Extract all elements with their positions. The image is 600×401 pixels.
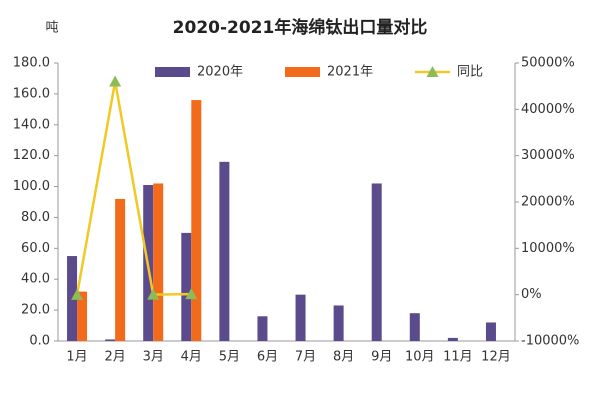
bar [153,183,164,341]
x-tick-label: 7月 [295,350,316,365]
x-tick-label: 2月 [104,350,125,365]
legend-label: 2020年 [197,65,243,80]
bar [447,337,458,341]
y2-tick-label: 20000% [521,195,575,210]
bar [409,313,420,341]
x-tick-label: 10月 [405,350,435,365]
y-tick-label: 180.0 [13,56,50,71]
line [75,81,192,296]
chart-title: 2020-2021年海绵钛出口量对比 [173,17,428,38]
marker [71,288,84,300]
x-tick-label: 5月 [219,350,240,365]
bar [181,232,192,341]
x-tick-label: 12月 [481,350,511,365]
bar [371,183,382,341]
y2-tick-label: 10000% [521,241,575,256]
x-tick-label: 3月 [143,350,164,365]
bar [219,161,230,341]
y2-tick-label: 30000% [521,148,575,163]
y-tick-label: 100.0 [13,179,50,194]
legend-swatch [155,67,190,77]
legend-marker [426,66,439,77]
y-tick-label: 160.0 [13,86,50,101]
y-tick-label: 40.0 [21,272,50,287]
y-unit: 吨 [45,21,58,36]
legend-swatch [285,67,320,77]
legend-label: 2021年 [327,65,373,80]
bar [115,198,126,341]
legend-label: 同比 [457,65,483,80]
bar [191,100,202,341]
y-tick-label: 60.0 [21,241,50,256]
bar [77,291,88,341]
y-tick-label: 140.0 [13,117,50,132]
bar [105,339,116,341]
bar [333,305,344,341]
bar [257,316,268,341]
marker [109,75,122,87]
y-tick-label: 20.0 [21,303,50,318]
x-tick-label: 8月 [333,350,354,365]
x-tick-label: 9月 [371,350,392,365]
y2-tick-label: -10000% [521,334,579,349]
bar [295,294,306,341]
x-tick-label: 11月 [443,350,473,365]
y2-tick-label: 40000% [521,102,575,117]
marker [147,288,160,300]
bar [485,322,496,341]
x-tick-label: 6月 [257,350,278,365]
y2-tick-label: 50000% [521,56,575,71]
y-tick-label: 120.0 [13,148,50,163]
x-tick-label: 4月 [181,350,202,365]
y-tick-label: 80.0 [21,210,50,225]
y-tick-label: 0.0 [29,334,50,349]
x-tick-label: 1月 [66,350,87,365]
marker [185,288,198,300]
y2-tick-label: 0% [521,287,542,302]
